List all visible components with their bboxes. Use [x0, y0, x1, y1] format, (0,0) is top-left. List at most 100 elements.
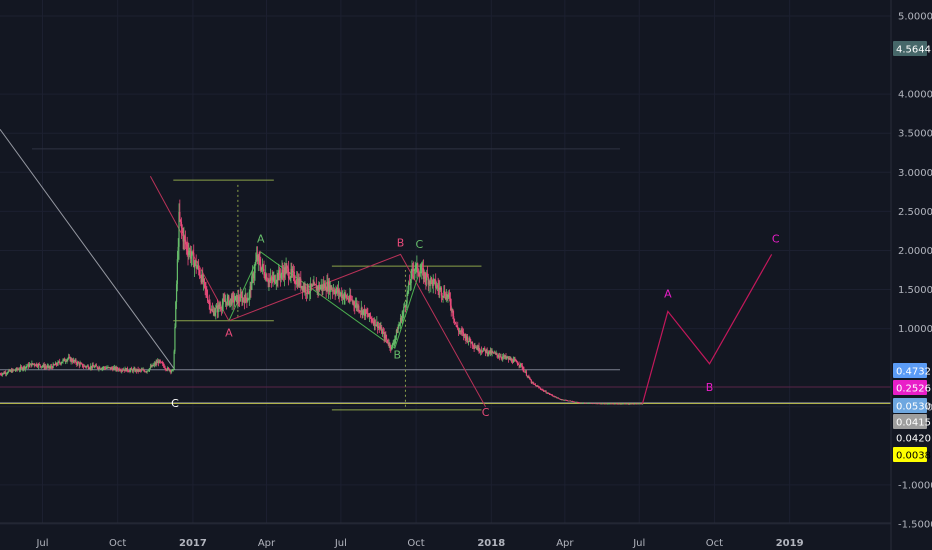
candle-body: [298, 278, 300, 286]
candle-body: [68, 357, 70, 359]
candle-body: [106, 367, 108, 369]
candle-body: [302, 286, 304, 291]
candle-body: [202, 278, 205, 282]
candle-body: [15, 368, 17, 371]
candle-body: [114, 367, 116, 370]
candle-body: [404, 305, 407, 307]
candle-body: [635, 403, 637, 405]
candle-body: [171, 369, 174, 371]
candle-body: [148, 368, 151, 371]
candle-body: [99, 367, 101, 369]
candle-body: [42, 364, 44, 367]
candle-body: [14, 369, 16, 371]
candle-body: [156, 362, 158, 364]
candle-body: [14, 370, 17, 371]
candle-body: [76, 363, 78, 365]
candle-body: [504, 355, 506, 358]
candle-body: [93, 366, 95, 368]
candle-body: [319, 287, 322, 290]
candle-body: [323, 284, 326, 288]
candle-body: [305, 286, 307, 293]
price-tag-label: 4.5644: [896, 45, 931, 56]
price-tag-box: [893, 398, 927, 413]
candle-body: [390, 346, 393, 350]
price-labels: 4.5644 0.4732 0.2526 0.0530 0.0415 0.0420 0.00…: [893, 41, 931, 462]
candle-body: [240, 294, 242, 297]
candle-body: [155, 362, 157, 365]
candle-body: [409, 283, 411, 285]
candle-body: [466, 336, 469, 342]
candle-body: [41, 366, 43, 368]
candle-body: [466, 336, 468, 340]
candle-body: [499, 356, 501, 358]
candle-body: [94, 366, 96, 368]
candle-body: [626, 403, 628, 405]
candle-body: [568, 400, 570, 402]
candle-body: [552, 395, 555, 397]
candle-body: [448, 292, 450, 295]
candle-body: [351, 299, 353, 302]
price-tag-box: [893, 414, 927, 429]
candle-body: [252, 273, 255, 279]
candle-body: [516, 360, 518, 363]
candle-body: [538, 386, 540, 388]
candle-body: [227, 296, 229, 299]
candle-body: [181, 227, 183, 232]
candle-body: [130, 368, 132, 370]
candle-body: [455, 322, 457, 326]
candle-body: [444, 296, 447, 300]
candle-body: [527, 376, 529, 378]
candle-body: [317, 286, 319, 290]
candle-body: [184, 236, 186, 240]
candle-body: [439, 288, 441, 291]
candle-body: [160, 361, 162, 363]
candle-body: [413, 269, 416, 271]
candle-body: [39, 364, 41, 366]
time-tick-label: Apr: [556, 538, 574, 549]
candle-body: [421, 268, 423, 273]
candle-body: [580, 402, 582, 404]
candle-body: [494, 352, 496, 354]
time-axis[interactable]: Jul Oct 2017 Apr Jul Oct 2018 Apr Jul Oct 2019: [0, 522, 891, 549]
candle-body: [180, 221, 183, 228]
candle-body: [132, 369, 134, 372]
candle-body: [108, 367, 110, 368]
candle-body: [492, 351, 494, 353]
candle-body: [92, 365, 94, 367]
candle-body: [113, 367, 115, 371]
candle-body: [33, 363, 35, 366]
candle-body: [585, 402, 587, 404]
candle-body: [63, 358, 66, 362]
candle-body: [218, 304, 220, 308]
candle-body: [5, 373, 8, 375]
candle-body: [305, 292, 308, 294]
candle-body: [427, 276, 429, 285]
candle-body: [394, 339, 396, 343]
candle-body: [242, 297, 244, 302]
candle-body: [556, 397, 559, 399]
candle-body: [472, 345, 474, 347]
price-axis[interactable]: 5.0000 4.0000 3.5000 3.0000 2.5000 2.0000 1.50…: [890, 0, 932, 550]
candle-body: [24, 366, 26, 369]
candle-body: [374, 319, 376, 326]
candle-body: [65, 361, 67, 362]
candle-body: [268, 280, 270, 283]
wave-label: B: [393, 348, 401, 361]
candle-body: [525, 371, 528, 376]
candle-body: [408, 282, 410, 291]
candle-body: [428, 281, 430, 285]
candle-body: [513, 359, 515, 361]
price-tick-label: -1.0000: [898, 480, 932, 491]
candle-body: [589, 402, 591, 404]
candle-body: [278, 270, 281, 275]
candle-body: [547, 393, 549, 394]
candle-body: [319, 285, 321, 290]
candle-body: [574, 401, 576, 403]
candle-body: [567, 400, 569, 402]
candle-body: [287, 267, 289, 269]
candle-body: [627, 403, 629, 405]
candle-body: [316, 286, 318, 291]
candle-body: [390, 347, 392, 350]
candle-body: [452, 309, 454, 317]
